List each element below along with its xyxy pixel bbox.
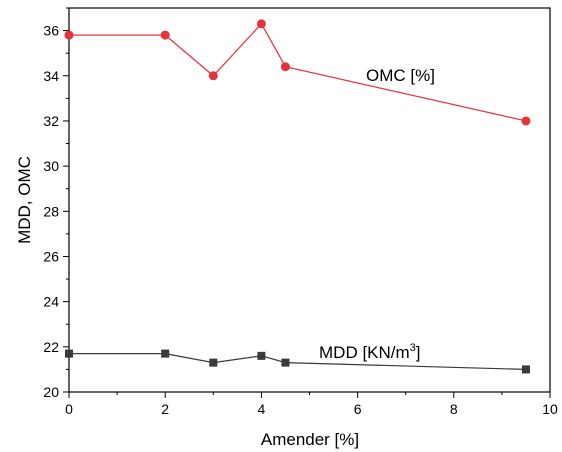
x-tick-label-3: 6 — [354, 401, 362, 417]
y-axis-tick-labels: 20 22 24 26 28 30 32 34 36 — [43, 23, 59, 400]
y-tick-label-0: 20 — [43, 384, 59, 400]
data-point-0-5 — [521, 116, 531, 126]
data-point-1-3 — [257, 351, 266, 360]
y-axis-title: MDD, OMC — [15, 156, 34, 244]
x-tick-label-4: 8 — [450, 401, 458, 417]
series-label-mdd-superscript: 3 — [410, 342, 416, 354]
data-point-1-5 — [521, 365, 530, 374]
y-tick-label-2: 24 — [43, 294, 59, 310]
y-tick-label-8: 36 — [43, 23, 59, 39]
x-axis-ticks — [68, 392, 551, 398]
series-label-mdd-suffix: ] — [416, 343, 421, 362]
data-point-1-4 — [281, 358, 290, 367]
plot-area-border — [68, 7, 551, 393]
data-point-0-0 — [64, 30, 74, 40]
plot-frame — [68, 7, 551, 393]
series-line-1 — [69, 353, 526, 371]
data-point-1-0 — [65, 349, 73, 358]
x-axis-title: Amender [%] — [261, 430, 359, 449]
data-point-0-2 — [208, 71, 218, 81]
x-tick-label-5: 10 — [542, 401, 558, 417]
y-tick-label-7: 34 — [43, 68, 59, 84]
y-tick-label-5: 30 — [43, 158, 59, 174]
y-tick-label-3: 26 — [43, 248, 59, 264]
series-1 — [65, 349, 530, 374]
x-tick-label-2: 4 — [258, 401, 266, 417]
y-tick-label-4: 28 — [43, 203, 59, 219]
data-point-0-1 — [160, 30, 170, 40]
data-point-0-3 — [256, 19, 266, 29]
series-line-0 — [69, 22, 527, 122]
y-axis-ticks — [63, 7, 69, 393]
series-layer — [64, 19, 531, 374]
data-point-1-2 — [209, 358, 218, 367]
series-label-mdd-text: MDD [KN/m — [319, 343, 410, 362]
y-tick-label-6: 32 — [43, 113, 59, 129]
x-tick-label-0: 0 — [65, 401, 73, 417]
data-point-0-4 — [280, 62, 290, 72]
series-label-omc: OMC [%] — [366, 66, 435, 85]
x-tick-label-1: 2 — [161, 401, 169, 417]
x-axis-tick-labels: 0 2 4 6 8 10 — [65, 401, 558, 417]
y-tick-label-1: 22 — [43, 339, 59, 355]
series-label-mdd: MDD [KN/m3] — [319, 342, 421, 362]
data-point-1-1 — [161, 349, 170, 358]
series-0 — [64, 19, 531, 126]
